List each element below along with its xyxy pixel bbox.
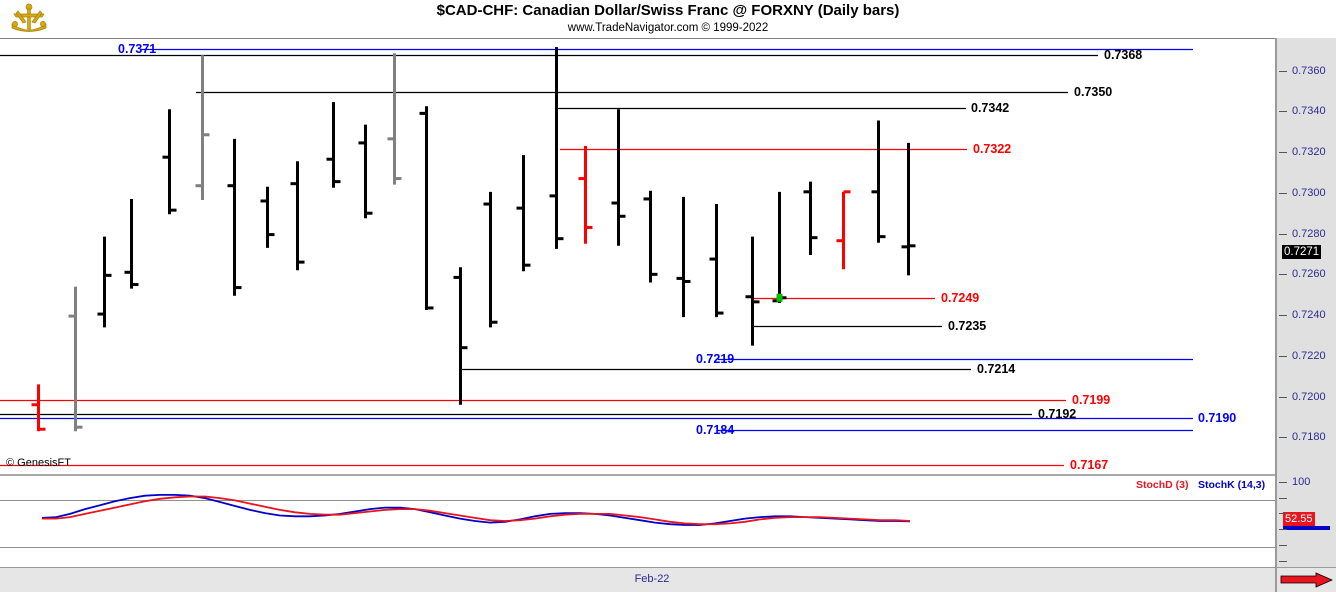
price-axis-tick (1279, 152, 1287, 153)
price-axis[interactable]: 0.7360 0.7340 0.7320 0.7300 0.7280 0.7260 0.72… (1275, 38, 1336, 567)
axis-bottom-corner (1275, 567, 1336, 592)
ohlc-bar[interactable] (871, 120, 886, 243)
ohlc-bar[interactable] (803, 181, 818, 255)
osc-axis-label-100: 100 (1292, 475, 1311, 488)
price-level-label[interactable]: 0.7167 (1070, 457, 1109, 472)
price-level-label[interactable]: 0.7368 (1104, 48, 1143, 63)
price-level-label[interactable]: 0.7322 (973, 142, 1012, 157)
ohlc-bar[interactable] (387, 53, 402, 185)
price-axis-label: 0.7240 (1292, 309, 1326, 322)
ohlc-bar[interactable] (549, 47, 564, 249)
legend-stochk[interactable]: StochK (14,3) (1198, 479, 1266, 491)
legend-stochd[interactable]: StochD (3) (1136, 479, 1189, 491)
osc-axis-tick (1279, 513, 1287, 514)
price-axis-label: 0.7260 (1292, 268, 1326, 281)
price-axis-tick (1279, 71, 1287, 72)
price-axis-label: 0.7340 (1292, 105, 1326, 118)
ohlc-bar[interactable] (68, 286, 83, 432)
price-axis-label: 0.7220 (1292, 349, 1326, 362)
osc-axis-tick (1279, 545, 1287, 546)
price-level-label[interactable]: 0.7199 (1072, 392, 1111, 407)
price-axis-tick (1279, 274, 1287, 275)
price-level-label[interactable]: 0.7192 (1038, 406, 1077, 421)
osc-axis-tick (1279, 529, 1287, 530)
price-level-label[interactable]: 0.7219 (696, 351, 735, 366)
ohlc-bar[interactable] (419, 106, 434, 310)
price-pane[interactable]: 0.7371 0.7368 0.7350 0.7342 0.7322 0.7249 0.72… (0, 38, 1275, 473)
ohlc-bar[interactable] (162, 109, 177, 215)
price-level-label[interactable]: 0.7371 (118, 42, 157, 57)
ohlc-bar[interactable] (260, 186, 275, 248)
osc-axis-tick (1279, 498, 1287, 499)
ohlc-bar[interactable] (611, 109, 626, 246)
stochastic-pane[interactable]: StochD (3) StochK (14,3) (0, 474, 1275, 569)
price-axis-label: 0.7280 (1292, 227, 1326, 240)
price-axis-tick (1279, 397, 1287, 398)
ohlc-bar[interactable] (326, 102, 341, 188)
osc-axis-tick (1279, 561, 1287, 562)
watermark-genesisft: © GenesisFT (6, 457, 71, 469)
ohlc-bar[interactable] (483, 191, 498, 328)
ohlc-bar[interactable] (97, 236, 112, 328)
ohlc-bar[interactable] (676, 196, 691, 318)
price-level-label[interactable]: 0.7249 (941, 290, 980, 305)
ohlc-bar[interactable] (709, 204, 724, 318)
ohlc-bar[interactable] (290, 161, 305, 271)
price-axis-tick (1279, 437, 1287, 438)
ohlc-bar[interactable] (31, 384, 46, 432)
price-axis-label: 0.7360 (1292, 64, 1326, 77)
osc-axis-tick (1279, 482, 1287, 483)
current-stoch-tag: 52.55 (1283, 512, 1315, 527)
price-level-label[interactable]: 0.7184 (696, 423, 735, 438)
price-axis-label: 0.7200 (1292, 390, 1326, 403)
ohlc-bar[interactable] (643, 190, 658, 283)
scroll-forward-arrow-icon[interactable] (1280, 572, 1334, 588)
ohlc-bar[interactable] (453, 267, 468, 405)
price-plot[interactable] (0, 39, 1275, 473)
ohlc-bar[interactable] (358, 124, 373, 219)
ohlc-bar[interactable] (124, 198, 139, 289)
date-axis-label: Feb-22 (634, 573, 670, 585)
price-level-label[interactable]: 0.7190 (1198, 410, 1237, 425)
page-title: $CAD-CHF: Canadian Dollar/Swiss Franc @ … (436, 2, 900, 19)
chart-subtitle: www.TradeNavigator.com © 1999-2022 (567, 22, 769, 34)
signal-marker[interactable] (776, 293, 783, 302)
current-price-tag: 0.7271 (1282, 244, 1322, 259)
price-axis-tick (1279, 315, 1287, 316)
price-axis-label: 0.7300 (1292, 186, 1326, 199)
ohlc-bar[interactable] (516, 155, 531, 272)
ohlc-bar[interactable] (578, 145, 593, 244)
tradenavigator-logo-icon (6, 2, 52, 36)
stoch-tag-underline (1283, 526, 1330, 531)
osc-series-line[interactable] (42, 495, 911, 526)
stochastic-plot[interactable] (0, 476, 1275, 566)
price-level-label[interactable]: 0.7350 (1074, 84, 1113, 99)
chart-header: $CAD-CHF: Canadian Dollar/Swiss Franc @ … (0, 0, 1336, 38)
ohlc-bar[interactable] (772, 191, 787, 303)
price-level-label[interactable]: 0.7342 (971, 101, 1010, 116)
price-level-label[interactable]: 0.7214 (977, 362, 1016, 377)
price-axis-label: 0.7320 (1292, 146, 1326, 159)
ohlc-bar[interactable] (836, 190, 851, 270)
ohlc-bar[interactable] (901, 142, 916, 276)
price-axis-tick (1279, 234, 1287, 235)
price-level-label[interactable]: 0.7235 (948, 319, 987, 334)
osc-series-line[interactable] (41, 493, 911, 526)
price-axis-label: 0.7180 (1292, 431, 1326, 444)
ohlc-bar[interactable] (227, 138, 242, 296)
price-axis-tick (1279, 111, 1287, 112)
ohlc-bar[interactable] (195, 55, 210, 200)
date-axis[interactable]: Feb-22 (0, 567, 1275, 592)
price-axis-tick (1279, 356, 1287, 357)
price-axis-tick (1279, 193, 1287, 194)
ohlc-bar[interactable] (745, 236, 760, 346)
